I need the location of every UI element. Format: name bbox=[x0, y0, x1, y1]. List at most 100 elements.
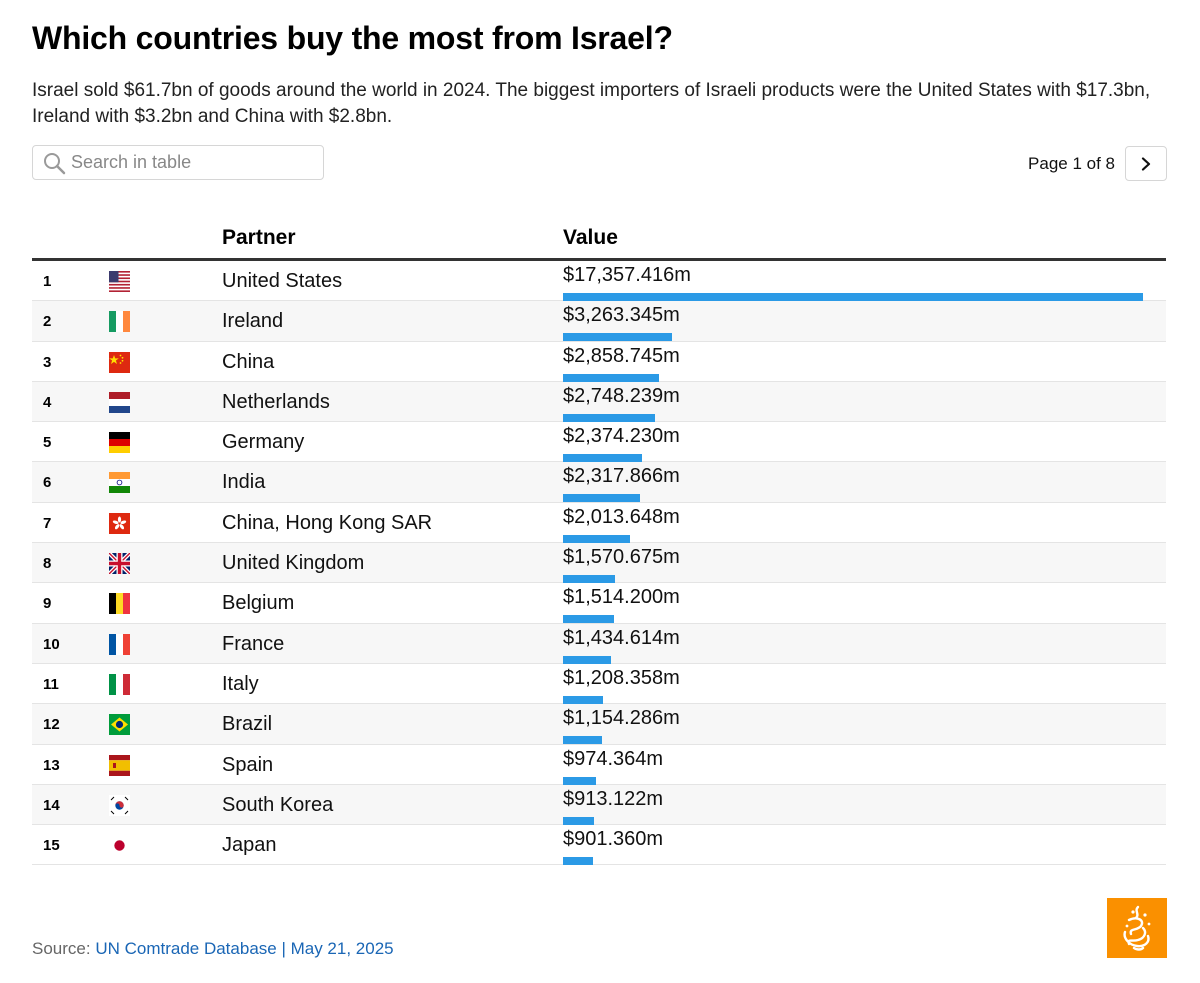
partner-name: Ireland bbox=[222, 310, 284, 333]
partner-name: Netherlands bbox=[222, 390, 330, 413]
table-row: 5 Germany $2,374.230m bbox=[32, 422, 1166, 463]
table-search[interactable] bbox=[32, 145, 324, 180]
row-rank: 6 bbox=[43, 474, 52, 492]
flag-nl-icon bbox=[109, 391, 130, 413]
row-rank: 9 bbox=[43, 595, 52, 613]
row-rank: 8 bbox=[43, 555, 52, 573]
flag-us-icon bbox=[109, 271, 130, 292]
flag-es-icon bbox=[109, 754, 130, 776]
partner-name: United Kingdom bbox=[222, 552, 365, 575]
partner-name: United States bbox=[222, 270, 343, 292]
partner-name: Germany bbox=[222, 431, 305, 454]
value-bar bbox=[563, 776, 596, 785]
value-label: $913.122m bbox=[563, 787, 664, 810]
flag-ie-icon bbox=[109, 311, 130, 333]
table-row: 7 China, Hong Kong SAR $2,013.648m bbox=[32, 503, 1166, 544]
value-label: $3,263.345m bbox=[563, 304, 680, 327]
value-label: $2,317.866m bbox=[563, 465, 680, 488]
logo-calligraphy-icon bbox=[1123, 905, 1151, 951]
value-label: $974.364m bbox=[563, 747, 664, 770]
partner-name: France bbox=[222, 632, 285, 655]
row-rank: 12 bbox=[43, 716, 60, 734]
chevron-right-icon bbox=[1141, 156, 1151, 171]
value-bar bbox=[563, 816, 594, 825]
value-bar bbox=[563, 534, 631, 543]
column-header-partner[interactable]: Partner bbox=[222, 226, 296, 249]
partner-name: Japan bbox=[222, 834, 277, 857]
table-row: 9 Belgium $1,514.200m bbox=[32, 583, 1166, 624]
value-bar bbox=[563, 293, 1143, 301]
partner-name: Italy bbox=[222, 672, 259, 695]
flag-kr-icon bbox=[109, 794, 130, 816]
row-rank: 4 bbox=[43, 393, 52, 411]
table-row: 2 Ireland $3,263.345m bbox=[32, 301, 1166, 342]
partner-name: Brazil bbox=[222, 713, 273, 736]
table-row: 11 Italy $1,208.358m bbox=[32, 664, 1166, 705]
value-label: $2,748.239m bbox=[563, 384, 680, 407]
partner-name: India bbox=[222, 471, 266, 494]
value-bar bbox=[563, 736, 602, 745]
value-label: $1,570.675m bbox=[563, 546, 680, 569]
value-bar bbox=[563, 575, 616, 584]
row-rank: 11 bbox=[43, 675, 59, 693]
value-label: $1,154.286m bbox=[563, 707, 680, 730]
value-label: $2,374.230m bbox=[563, 425, 680, 448]
row-rank: 7 bbox=[43, 514, 52, 532]
flag-de-icon bbox=[109, 432, 130, 454]
table-row: 14 South Korea $913.122m bbox=[32, 784, 1166, 826]
source-note: Source: UN Comtrade Database | May 21, 2… bbox=[32, 939, 394, 959]
table-row: 8 United Kingdom $1,570.675m bbox=[32, 543, 1166, 584]
next-page-button[interactable] bbox=[1125, 146, 1167, 181]
table-row: 15 Japan $901.360m bbox=[32, 825, 1166, 866]
value-label: $1,208.358m bbox=[563, 666, 680, 689]
al-jazeera-logo-icon[interactable] bbox=[1107, 898, 1167, 958]
value-label: $17,357.416m bbox=[563, 264, 691, 286]
partner-name: South Korea bbox=[222, 793, 334, 816]
row-rank: 1 bbox=[43, 273, 52, 290]
partner-name: China bbox=[222, 350, 275, 373]
source-prefix: Source: bbox=[32, 939, 96, 958]
partner-name: China, Hong Kong SAR bbox=[222, 511, 433, 534]
source-link[interactable]: UN Comtrade Database | May 21, 2025 bbox=[95, 939, 394, 958]
chart-subtitle: Israel sold $61.7bn of goods around the … bbox=[32, 80, 1151, 127]
column-header-value[interactable]: Value bbox=[563, 226, 618, 249]
value-bar bbox=[563, 494, 641, 503]
flag-it-icon bbox=[109, 673, 130, 695]
table-row: 13 Spain $974.364m bbox=[32, 745, 1166, 785]
flag-be-icon bbox=[109, 593, 130, 615]
value-label: $1,514.200m bbox=[563, 586, 680, 609]
value-bar bbox=[563, 695, 604, 704]
value-bar bbox=[563, 655, 611, 664]
row-rank: 13 bbox=[43, 756, 60, 774]
table-row: 1 United States $17,357.416m bbox=[32, 261, 1166, 302]
page-indicator: Page 1 of 8 bbox=[1028, 153, 1115, 173]
value-label: $2,013.648m bbox=[563, 505, 680, 528]
table-row: 6 India $2,317.866m bbox=[32, 462, 1166, 503]
value-bar bbox=[563, 413, 655, 422]
flag-jp-icon bbox=[109, 835, 130, 857]
table-row: 4 Netherlands $2,748.239m bbox=[32, 381, 1166, 423]
partner-name: Belgium bbox=[222, 592, 295, 615]
flag-gb-icon bbox=[109, 553, 130, 575]
row-rank: 2 bbox=[43, 313, 52, 331]
row-rank: 14 bbox=[43, 796, 60, 814]
value-bar bbox=[563, 615, 614, 624]
table-body: 1 United States $17,357.416m 2 Ireland $3,263… bbox=[32, 261, 1166, 866]
value-bar bbox=[563, 333, 673, 342]
row-rank: 5 bbox=[43, 434, 52, 452]
flag-br-icon bbox=[109, 714, 130, 736]
value-label: $901.360m bbox=[563, 828, 664, 851]
row-rank: 3 bbox=[43, 353, 52, 371]
search-input[interactable] bbox=[67, 147, 323, 178]
value-bar bbox=[563, 373, 659, 382]
flag-hk-icon bbox=[109, 512, 130, 534]
row-rank: 10 bbox=[43, 635, 60, 653]
partner-name: Spain bbox=[222, 753, 274, 776]
row-rank: 15 bbox=[43, 837, 60, 855]
page-title: Which countries buy the most from Israel… bbox=[32, 20, 673, 56]
table-row: 12 Brazil $1,154.286m bbox=[32, 704, 1166, 745]
flag-in-icon bbox=[109, 472, 130, 494]
value-bar bbox=[563, 857, 594, 866]
search-icon bbox=[44, 152, 66, 174]
flag-fr-icon bbox=[109, 633, 130, 655]
